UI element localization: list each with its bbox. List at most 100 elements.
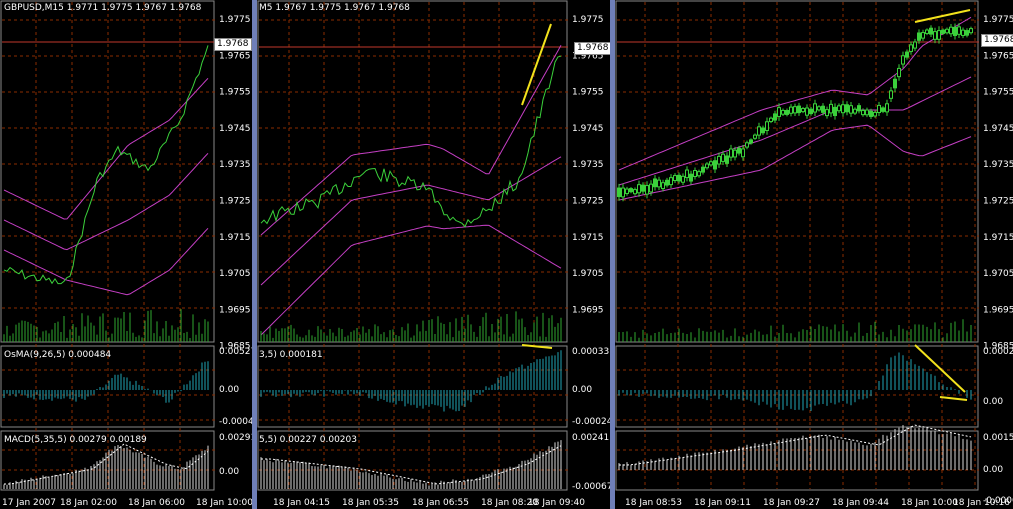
candle-body (893, 78, 897, 89)
osma-axis-label: -0.00041 (219, 417, 252, 427)
osma-axis-label: 0.00527 (219, 347, 252, 357)
candle-body (657, 179, 661, 188)
candle-body (849, 105, 853, 114)
candle-body (813, 103, 817, 113)
macd-axis-label: 0.00291 (219, 433, 252, 443)
price-axis-label: 1.9705 (572, 269, 604, 279)
osma-axis-label: 0.00 (572, 385, 592, 395)
candle-body (913, 41, 917, 49)
candle-body (789, 106, 793, 114)
candle-body (917, 32, 921, 41)
current-price-label: 1.9768 (574, 42, 610, 55)
candle-body (641, 184, 645, 192)
price-axis-label: 1.9755 (219, 88, 251, 98)
candle-body (805, 107, 809, 116)
candle-body (757, 126, 761, 136)
candle-body (745, 142, 749, 148)
chart-window-gbpusd-m15[interactable]: 1.9775 1.9765 1.9755 1.9745 1.9735 1.9725 1.97… (0, 0, 252, 509)
osma-header: 3,5) 0.000181 (259, 350, 323, 360)
candle-body (661, 182, 665, 190)
candle-body (957, 26, 961, 35)
price-axis-label: 1.9765 (983, 51, 1013, 61)
current-price-label: 1.9768 (981, 34, 1013, 47)
candle-body (949, 26, 953, 35)
price-axis-label: 1.9735 (572, 160, 604, 170)
candle-body (853, 108, 857, 114)
osma-axis-label: 0.00 (219, 385, 239, 395)
candle-body (937, 30, 941, 40)
candle-body (821, 105, 825, 113)
candle-body (729, 148, 733, 158)
bollinger-middle-line (3, 152, 209, 251)
candle-body (653, 178, 657, 188)
price-axis-label: 1.9765 (219, 51, 251, 61)
candle-body (689, 173, 693, 182)
candle-body (753, 134, 757, 139)
candle-body (901, 55, 905, 65)
candle-body (889, 90, 893, 99)
candle-body (929, 27, 933, 35)
trendline-annotation (521, 23, 552, 106)
candle-body (725, 155, 729, 164)
candle-body (833, 106, 837, 117)
time-axis-label: 18 Jan 09:40 (528, 498, 585, 508)
macd-header: MACD(5,35,5) 0.00279 0.00189 (4, 435, 147, 445)
candle-body (965, 30, 969, 36)
candle-body (945, 28, 949, 34)
macd-signal-line (619, 424, 972, 466)
bollinger-lower-line (260, 224, 562, 336)
pane-frame (615, 0, 979, 343)
macd-signal-line (261, 445, 562, 485)
candle-body (665, 179, 669, 186)
pane-frame (0, 0, 215, 343)
time-axis-label: 18 Jan 02:00 (60, 498, 117, 508)
chart-canvas[interactable]: 1.9775 1.9765 1.9755 1.9745 1.9735 1.9725 1.97… (0, 0, 252, 509)
time-axis-label: 18 Jan 06:00 (128, 498, 185, 508)
macd-axis-label: 0.00241 (572, 433, 609, 443)
candle-body (741, 148, 745, 158)
price-axis-label: 1.9715 (572, 233, 604, 243)
candle-body (645, 185, 649, 195)
time-axis-label: 18 Jan 08:53 (625, 498, 682, 508)
candle-body (701, 166, 705, 173)
candle-body (773, 113, 777, 121)
candle-body (761, 127, 765, 134)
price-axis-label: 1.9775 (572, 15, 604, 25)
window-separator[interactable] (610, 0, 615, 509)
price-axis-label: 1.9695 (219, 305, 251, 315)
chart-window-gbpusd-m1[interactable]: 1.9775 1.9765 1.9755 1.9745 1.9735 1.9725 1.97… (615, 0, 1013, 509)
osma-header: OsMA(9,26,5) 0.000484 (4, 350, 112, 360)
chart-header: M5 1.9767 1.9775 1.9767 1.9768 (259, 3, 410, 13)
candle-body (817, 106, 821, 111)
candle-body (749, 139, 753, 144)
candle-body (637, 184, 641, 194)
candle-body (693, 170, 697, 177)
candle-body (629, 188, 633, 193)
pane-frame (257, 345, 568, 428)
chart-window-gbpusd-m5[interactable]: 1.9775 1.9765 1.9755 1.9745 1.9735 1.9725 1.97… (257, 0, 610, 509)
pane-frame (257, 430, 568, 491)
candle-body (925, 29, 929, 34)
bollinger-upper-line (618, 16, 972, 171)
price-axis-label: 1.9755 (572, 88, 604, 98)
candle-body (793, 106, 797, 114)
price-axis-label: 1.9685 (983, 342, 1013, 352)
candle-body (941, 29, 945, 34)
trendline-annotation (914, 9, 971, 23)
osma-axis-label: -0.00024 (572, 417, 610, 427)
chart-canvas[interactable]: 1.9775 1.9765 1.9755 1.9745 1.9735 1.9725 1.97… (615, 0, 1013, 509)
candle-body (677, 174, 681, 182)
price-line (3, 45, 209, 285)
candle-body (825, 109, 829, 117)
price-axis-label: 1.9775 (219, 15, 251, 25)
candle-body (865, 109, 869, 116)
osma-axis-label: 0.00 (983, 397, 1003, 407)
chart-canvas[interactable]: 1.9775 1.9765 1.9755 1.9745 1.9735 1.9725 1.97… (257, 0, 610, 509)
price-axis-label: 1.9705 (983, 269, 1013, 279)
macd-axis-label: -0.00067 (572, 482, 610, 492)
price-line (260, 55, 562, 228)
candle-body (961, 29, 965, 36)
window-separator[interactable] (252, 0, 257, 509)
price-axis-label: 1.9725 (572, 197, 604, 207)
osma-axis-label: 0.0002 (983, 347, 1013, 357)
